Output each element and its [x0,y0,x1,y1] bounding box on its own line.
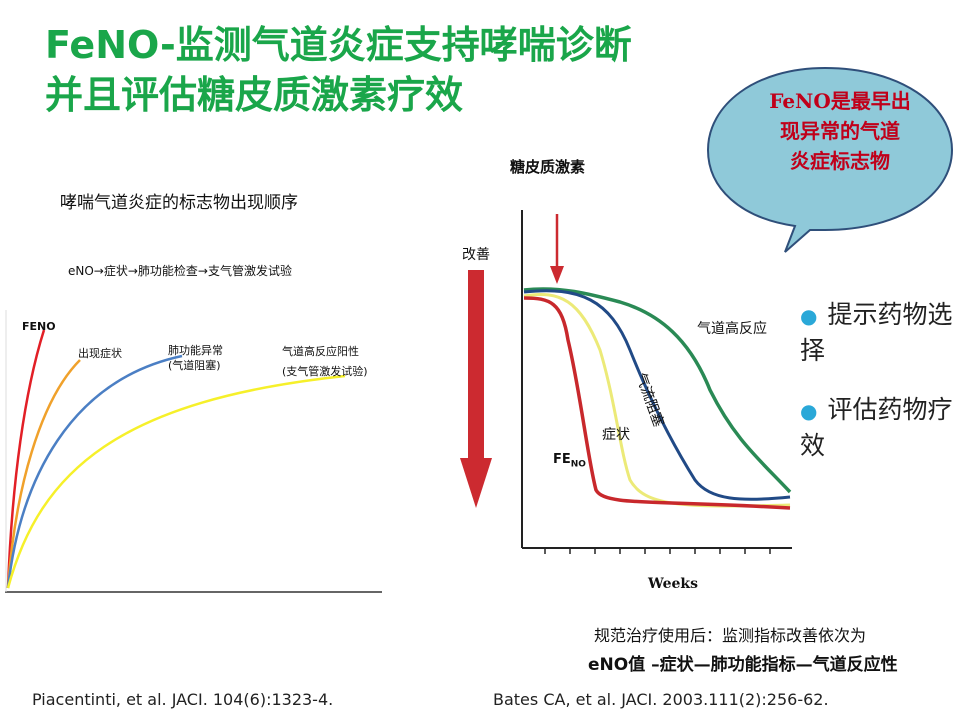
symptom-curve [6,359,81,589]
left-chart-sequence: eNO→症状→肺功能检查→支气管激发试验 [68,264,292,278]
treatment-note-line-2: eNO值 –症状—肺功能指标—气道反应性 [588,655,898,675]
right-feno-label: FENO [553,452,586,470]
bullet-text: 提示药物选择 [800,300,953,365]
callout-line-1: FeNO是最早出 [769,89,911,113]
callout-line-3: 炎症标志物 [790,149,890,173]
citation-right: Bates CA, et al. JACI. 2003.111(2):256-6… [493,690,829,709]
callout-line-2: 现异常的气道 [780,119,900,143]
bullet-dot-icon: ● [800,304,818,328]
left-chart [5,310,382,593]
right-chart-heading: 糖皮质激素 [510,158,586,176]
feno-label: FENO [22,320,56,333]
bullet-item-drug-selection: ● 提示药物选择 [800,295,960,367]
callout-bubble [706,66,954,253]
hyperresponsiveness-label-line-1: 气道高反应阳性 [282,345,359,358]
left-chart-heading: 哮喘气道炎症的标志物出现顺序 [60,193,298,213]
improve-label: 改善 [462,247,490,263]
hyperresponsiveness-label-line-2: (支气管激发试验) [282,365,368,378]
right-feno-curve [523,296,791,510]
hyperresponsiveness-label: 气道高反应阳性 (支气管激发试验) [282,342,368,382]
right-chart-x-ticks [544,548,771,554]
right-feno-label-sub: NO [570,459,586,470]
right-hyper-curve [523,287,792,494]
right-chart [460,210,792,554]
citation-left: Piacentinti, et al. JACI. 104(6):1323-4. [32,690,334,709]
improve-arrow-shaft [468,270,484,460]
right-airflow-curve [523,289,791,501]
bullet-item-drug-efficacy: ● 评估药物疗效 [800,390,960,462]
treatment-note-line-1: 规范治疗使用后：监测指标改善依次为 [594,626,867,645]
lung-function-label-line-2: (气道阻塞) [168,359,221,372]
title-line-1: FeNO-监测气道炎症支持哮喘诊断 [45,23,632,67]
lung-function-curve [6,354,183,589]
title-line-2: 并且评估糖皮质激素疗效 [45,73,464,117]
right-feno-label-main: FE [553,452,571,467]
hyperresponsiveness-curve [6,374,346,589]
callout-text: FeNO是最早出 现异常的气道 炎症标志物 [740,86,940,176]
right-symptom-label: 症状 [602,427,630,443]
feno-curve [6,329,46,589]
lung-function-label-line-1: 肺功能异常 [168,344,223,357]
lung-function-label: 肺功能异常 (气道阻塞) [168,343,223,373]
right-hyper-label: 气道高反应 [697,321,767,337]
treatment-start-arrow-head [550,266,564,284]
bullet-dot-icon: ● [800,399,818,423]
bullet-text: 评估药物疗效 [800,395,953,460]
right-chart-xlabel: Weeks [648,576,698,592]
improve-arrow-head [460,458,492,508]
symptom-label: 出现症状 [78,347,122,360]
